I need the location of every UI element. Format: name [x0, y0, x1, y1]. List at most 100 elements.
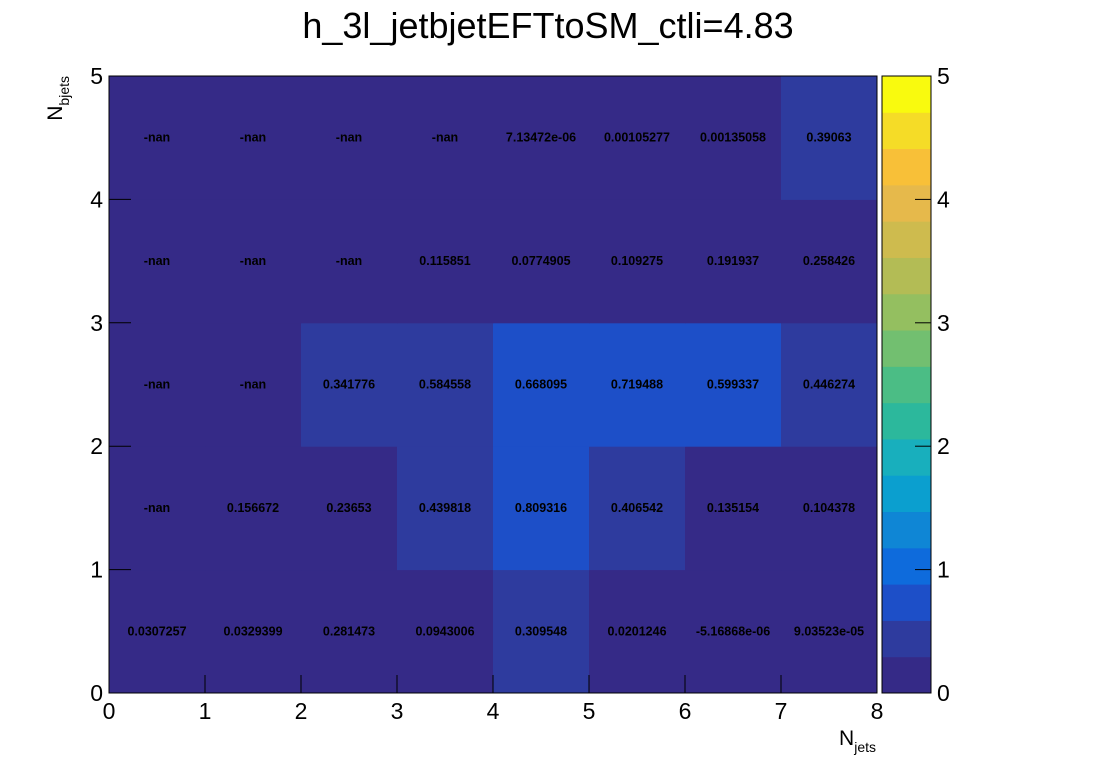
heatmap-cell — [397, 76, 494, 200]
heatmap-cell — [781, 199, 878, 324]
cell-value-label: -nan — [144, 131, 170, 145]
heatmap-cell — [205, 322, 302, 447]
cell-value-label: -nan — [240, 254, 266, 268]
heatmap-cell — [205, 569, 302, 694]
y-tick-label: 3 — [90, 310, 103, 336]
heatmap-cell — [685, 322, 782, 447]
x-axis-title-sub: jets — [853, 739, 876, 755]
heatmap-cell — [109, 322, 206, 447]
x-tick-label: 6 — [679, 698, 692, 724]
cell-value-label: 0.668095 — [515, 378, 567, 392]
palette-tick-label: 3 — [937, 310, 950, 336]
cell-value-label: 0.0307257 — [127, 624, 186, 638]
x-tick-label: 3 — [391, 698, 404, 724]
palette-swatch — [882, 221, 931, 258]
cell-value-label: 0.115851 — [419, 254, 470, 268]
cell-value-label: 0.719488 — [611, 378, 663, 392]
palette-swatch — [882, 366, 931, 404]
y-tick-label: 0 — [90, 680, 103, 706]
x-axis-title: Njets — [839, 727, 876, 755]
y-tick-label: 2 — [90, 433, 103, 459]
heatmap-cells — [109, 76, 878, 694]
heatmap-cell — [109, 446, 206, 571]
y-tick-label: 5 — [90, 63, 103, 89]
palette-swatch — [882, 402, 931, 440]
heatmap-cell — [493, 446, 590, 571]
heatmap-cell — [205, 446, 302, 571]
palette-swatch — [882, 584, 931, 621]
heatmap-cell — [781, 76, 878, 200]
cell-value-label: 0.809316 — [515, 501, 567, 515]
cell-value-label: 0.584558 — [419, 378, 471, 392]
y-axis-title: Nbjets — [44, 76, 72, 121]
cell-value-label: 0.00105277 — [604, 131, 670, 145]
heatmap-cell — [493, 322, 590, 447]
cell-value-label: -nan — [144, 501, 170, 515]
heatmap-cell — [301, 199, 398, 324]
heatmap-cell — [301, 322, 398, 447]
cell-value-label: 0.109275 — [611, 254, 663, 268]
heatmap-cell — [109, 76, 206, 200]
cell-value-label: 0.406542 — [611, 501, 663, 515]
heatmap-cell — [493, 569, 590, 694]
heatmap-cell — [109, 199, 206, 324]
heatmap-cell — [397, 199, 494, 324]
cell-value-label: 0.0774905 — [511, 254, 570, 268]
cell-value-label: 0.23653 — [326, 501, 371, 515]
cell-value-label: 0.309548 — [515, 624, 567, 638]
heatmap-cell-labels: 0.0307257 0.0329399 0.281473 0.0943006 0.309… — [127, 131, 864, 639]
cell-value-label: 0.341776 — [323, 378, 375, 392]
cell-value-label: 0.599337 — [707, 378, 759, 392]
heatmap-cell — [781, 569, 878, 694]
cell-value-label: 0.191937 — [707, 254, 759, 268]
heatmap-cell — [781, 446, 878, 571]
x-axis: 0 1 2 3 4 5 6 7 8 — [103, 675, 883, 724]
y-axis-title-main: N — [44, 106, 67, 121]
heatmap-cell — [301, 76, 398, 200]
palette-tick-label: 2 — [937, 433, 950, 459]
heatmap-cell — [205, 76, 302, 200]
cell-value-label: 0.0943006 — [415, 624, 474, 638]
heatmap-cell — [589, 76, 686, 200]
y-tick-label: 1 — [90, 557, 103, 583]
heatmap-cell — [589, 199, 686, 324]
palette-swatch — [882, 438, 931, 476]
cell-value-label: 0.281473 — [323, 624, 375, 638]
heatmap-cell — [493, 199, 590, 324]
cell-value-label: 0.39063 — [806, 131, 851, 145]
x-tick-label: 4 — [487, 698, 500, 724]
cell-value-label: 0.135154 — [707, 501, 759, 515]
palette-swatch — [882, 112, 931, 150]
heatmap-cell — [589, 569, 686, 694]
heatmap-cell — [301, 446, 398, 571]
cell-value-label: -nan — [432, 131, 458, 145]
heatmap-cell — [301, 569, 398, 694]
palette-swatch — [882, 293, 931, 331]
heatmap-cell — [205, 199, 302, 324]
cell-value-label: -nan — [336, 131, 362, 145]
cell-value-label: -nan — [240, 131, 266, 145]
heatmap-cell — [397, 322, 494, 447]
heatmap-cell — [685, 446, 782, 571]
cell-value-label: -nan — [144, 254, 170, 268]
palette-swatch — [882, 148, 931, 186]
palette-tick-label: 5 — [937, 63, 950, 89]
chart-title: h_3l_jetbjetEFTtoSM_ctli=4.83 — [302, 5, 793, 46]
heatmap-cell — [109, 569, 206, 694]
cell-value-label: 0.156672 — [227, 501, 279, 515]
palette-swatch — [882, 76, 931, 113]
cell-value-label: 9.03523e-05 — [794, 624, 864, 638]
color-palette — [882, 76, 931, 694]
cell-value-label: -nan — [144, 378, 170, 392]
palette-swatch — [882, 511, 931, 549]
palette-swatch — [882, 184, 931, 222]
y-axis: 0 1 2 3 4 5 — [90, 63, 131, 706]
heatmap-cell — [397, 569, 494, 694]
heatmap-cell — [397, 446, 494, 571]
heatmap-cell — [685, 569, 782, 694]
x-tick-label: 5 — [583, 698, 596, 724]
cell-value-label: 0.439818 — [419, 501, 471, 515]
cell-value-label: 0.104378 — [803, 501, 855, 515]
palette-frame — [881, 75, 932, 694]
palette-swatch — [882, 475, 931, 513]
